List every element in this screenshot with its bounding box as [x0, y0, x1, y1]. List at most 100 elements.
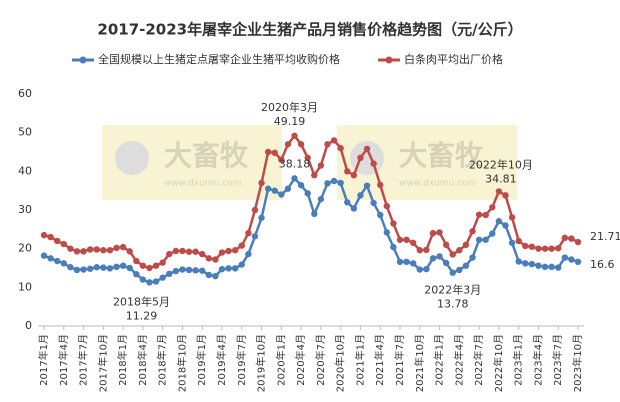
data-point	[390, 243, 397, 251]
data-point	[535, 262, 542, 269]
watermark-text: 大畜牧	[164, 139, 249, 172]
data-point	[370, 160, 377, 167]
data-point	[100, 247, 107, 254]
x-tick-label: 2020年7月	[314, 334, 327, 386]
data-point	[344, 168, 351, 175]
data-point	[475, 236, 483, 243]
x-tick-label: 2021年7月	[393, 334, 406, 386]
y-tick-label: 40	[18, 164, 32, 177]
data-point	[568, 256, 575, 263]
x-tick-label: 2023年7月	[551, 334, 564, 386]
data-point	[47, 255, 54, 262]
x-tick-label: 2018年10月	[175, 334, 188, 392]
data-point	[574, 238, 582, 246]
data-point	[555, 245, 562, 252]
data-point	[106, 247, 114, 254]
data-point	[205, 271, 213, 279]
data-point	[271, 187, 278, 194]
data-point	[462, 241, 470, 248]
data-point	[522, 260, 529, 267]
series-line	[43, 176, 579, 284]
data-point	[555, 264, 562, 271]
data-point	[291, 175, 298, 182]
data-point	[278, 156, 285, 163]
data-point	[133, 270, 140, 278]
data-point	[304, 190, 311, 197]
data-point	[179, 266, 186, 273]
data-point	[199, 250, 206, 258]
data-point	[330, 177, 338, 185]
y-tick-label: 50	[18, 126, 32, 139]
data-point	[60, 260, 67, 267]
data-point	[311, 172, 318, 179]
data-point	[535, 245, 542, 252]
data-point	[146, 264, 153, 272]
data-point	[133, 257, 140, 265]
x-tick-label: 2023年4月	[531, 334, 544, 386]
data-point	[436, 229, 443, 236]
data-point	[60, 240, 67, 248]
x-tick-label: 2022年4月	[452, 334, 465, 386]
x-tick-label: 2021年1月	[353, 334, 366, 386]
data-point	[495, 188, 503, 195]
data-point	[548, 245, 555, 252]
x-tick-label: 2018年1月	[116, 334, 129, 386]
data-point	[383, 202, 391, 210]
data-point	[284, 185, 292, 192]
data-point	[548, 263, 555, 271]
y-tick-label: 10	[18, 280, 32, 293]
data-point	[139, 262, 147, 269]
x-tick-label: 2017年4月	[57, 334, 70, 386]
data-point	[423, 246, 430, 254]
series-line	[43, 133, 579, 270]
data-point	[291, 132, 298, 139]
data-point	[541, 245, 549, 252]
data-point	[113, 263, 120, 271]
data-point	[179, 247, 186, 255]
data-point	[192, 267, 199, 274]
data-point	[93, 246, 100, 253]
data-point	[515, 258, 522, 265]
data-point	[416, 247, 423, 254]
data-point	[100, 264, 107, 271]
data-point	[409, 239, 417, 247]
data-point	[185, 266, 193, 274]
x-tick-label: 2018年7月	[156, 334, 169, 386]
data-point	[423, 265, 430, 273]
data-point	[522, 242, 529, 250]
data-point	[199, 267, 206, 274]
data-point	[363, 182, 371, 189]
data-point	[409, 260, 417, 267]
annotation-value: 13.78	[437, 298, 469, 311]
y-tick-label: 0	[25, 319, 32, 332]
data-point	[67, 264, 74, 271]
data-point	[475, 211, 483, 218]
x-tick-label: 2019年10月	[255, 334, 268, 392]
data-point	[47, 233, 54, 241]
data-point	[442, 241, 450, 248]
data-point	[456, 247, 463, 254]
annotation-date: 2020年3月	[261, 100, 318, 114]
annotation-date: 2018年5月	[113, 294, 170, 308]
data-point	[119, 262, 127, 269]
data-point	[370, 199, 377, 207]
data-point	[126, 264, 133, 272]
y-tick-label: 30	[18, 203, 32, 216]
x-tick-label: 2020年4月	[294, 334, 307, 386]
data-point	[515, 237, 522, 245]
x-tick-label: 2017年10月	[96, 334, 109, 392]
x-tick-label: 2023年1月	[512, 334, 525, 386]
end-label: 21.71	[590, 230, 620, 243]
data-point	[429, 230, 437, 237]
data-point	[113, 244, 120, 252]
data-point	[456, 266, 463, 274]
data-point	[508, 239, 516, 247]
data-point	[166, 250, 173, 258]
watermark-logo	[115, 141, 149, 175]
data-point	[541, 263, 549, 271]
data-point	[469, 228, 476, 235]
data-point	[317, 195, 325, 203]
data-point	[561, 254, 569, 261]
data-point	[502, 222, 509, 229]
data-point	[278, 191, 285, 198]
